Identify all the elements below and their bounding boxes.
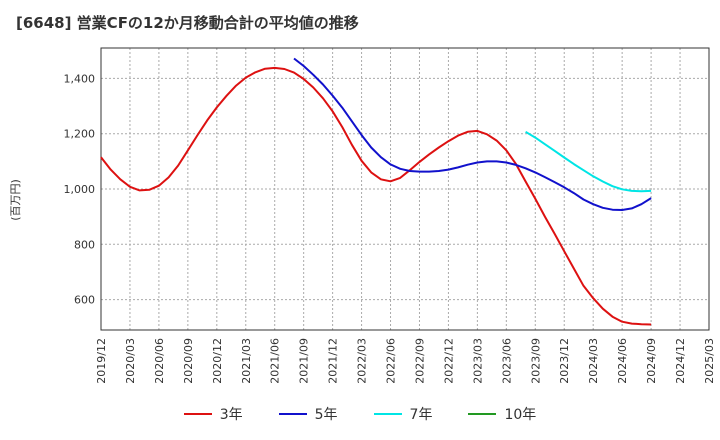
x-tick-label: 2020/12 <box>211 338 224 384</box>
legend-swatch <box>373 413 402 415</box>
x-tick-label: 2023/06 <box>500 338 513 384</box>
x-tick-label: 2021/12 <box>327 338 340 384</box>
x-tick-label: 2023/12 <box>558 338 571 384</box>
x-tick-label: 2022/06 <box>385 338 398 384</box>
series-line-3年 <box>100 66 652 326</box>
legend-item: 5年 <box>278 404 338 424</box>
x-tick-label: 2025/03 <box>703 338 716 384</box>
series-line-5年 <box>293 57 652 211</box>
y-tick-label: 1,400 <box>64 72 96 85</box>
x-tick-label: 2024/06 <box>616 338 629 384</box>
x-tick-label: 2021/09 <box>298 338 311 384</box>
chart-title: [6648] 営業CFの12か月移動合計の平均値の推移 <box>16 14 359 32</box>
x-tick-label: 2024/03 <box>587 338 600 384</box>
y-tick-label: 1,000 <box>64 183 96 196</box>
legend-label: 7年 <box>409 407 433 423</box>
x-tick-label: 2023/03 <box>471 338 484 384</box>
y-tick-label: 600 <box>74 294 95 307</box>
x-tick-label: 2022/03 <box>356 338 369 384</box>
x-tick-label: 2021/06 <box>269 338 282 384</box>
legend-label: 5年 <box>314 407 338 423</box>
grid-lines <box>100 48 710 330</box>
y-axis-label: (百万円) <box>9 179 22 221</box>
series-lines <box>100 57 652 326</box>
x-tick-label: 2024/09 <box>645 338 658 384</box>
x-tick-label: 2023/09 <box>529 338 542 384</box>
x-tick-label: 2024/12 <box>674 338 687 384</box>
x-tick-label: 2020/09 <box>182 338 195 384</box>
x-tick-label: 2019/12 <box>95 338 108 384</box>
tick-labels: 2019/12 2020/03 2020/06 2020/09 2020/12 2021/… <box>64 72 717 383</box>
y-tick-label: 1,200 <box>64 128 96 141</box>
y-tick-label: 800 <box>74 238 95 251</box>
x-tick-label: 2022/12 <box>442 338 455 384</box>
axes <box>100 47 710 331</box>
x-tick-label: 2020/03 <box>124 338 137 384</box>
legend-swatch <box>278 413 307 415</box>
legend-swatch <box>183 413 212 415</box>
legend-label: 3年 <box>219 407 243 423</box>
x-tick-label: 2022/09 <box>413 338 426 384</box>
legend-item: 10年 <box>468 404 536 424</box>
plot-frame <box>100 47 710 331</box>
legend-swatch <box>468 413 497 415</box>
legend-item: 3年 <box>183 404 243 424</box>
legend: 3年 5年 7年 10年 <box>0 404 720 424</box>
series-line-7年 <box>525 130 652 193</box>
x-tick-label: 2021/03 <box>240 338 253 384</box>
x-tick-label: 2020/06 <box>153 338 166 384</box>
legend-item: 7年 <box>373 404 433 424</box>
legend-label: 10年 <box>504 407 537 423</box>
